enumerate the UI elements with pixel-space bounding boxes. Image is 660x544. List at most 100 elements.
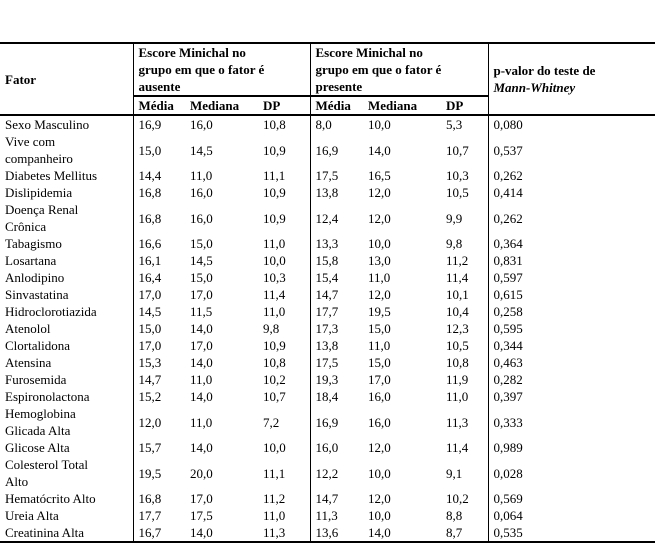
absent-sd-cell: 10,9	[263, 338, 286, 353]
table-row: Atensina 15,3 14,0 10,8 17,5 15,0 10,8 0,463	[0, 354, 655, 371]
p-value-cell: 0,262	[487, 167, 655, 184]
present-mean-cell: 11,3	[309, 507, 363, 524]
absent-sd-cell: 11,0	[263, 304, 286, 319]
absent-group-header: Escore Minichal no grupo em que o fator …	[132, 43, 310, 97]
factor-cell: Vive com companheiro	[5, 134, 73, 166]
table-row: Diabetes Mellitus 14,4 11,0 11,1 17,5 16,5 10,…	[0, 167, 655, 184]
present-median-cell: 17,0	[368, 372, 391, 387]
table-row: Sexo Masculino 16,9 16,0 10,8 8,0 10,0 5,3 0,08…	[0, 115, 655, 133]
table-row: Dislipidemia 16,8 16,0 10,9 13,8 12,0 10,5 0,41…	[0, 184, 655, 201]
absent-mean-cell: 15,7	[132, 439, 185, 456]
absent-sd-cell: 10,8	[263, 117, 286, 132]
p-value-cell: 0,344	[487, 337, 655, 354]
p-value-cell: 0,080	[487, 115, 655, 133]
p-value-column-header: p-valor do teste de Mann-Whitney	[487, 43, 655, 115]
absent-median-cell: 14,0	[190, 321, 213, 336]
factor-cell: Hidroclorotiazida	[5, 304, 97, 319]
factor-cell: Sinvastatina	[5, 287, 69, 302]
absent-sd-cell: 10,9	[263, 210, 286, 226]
present-median-cell: 11,0	[368, 270, 391, 285]
table-row: Hematócrito Alto 16,8 17,0 11,2 14,7 12,0 10,2…	[0, 490, 655, 507]
factor-cell: Doença Renal Crônica	[5, 202, 79, 234]
present-sd-cell: 8,8	[446, 508, 463, 523]
present-median-cell: 13,0	[368, 253, 391, 268]
absent-mean-cell: 16,6	[132, 235, 185, 252]
table-row: Vive com companheiro 15,0 14,5 10,9 16,9 14,0…	[0, 133, 655, 167]
present-median-cell: 14,0	[368, 525, 391, 540]
present-median-cell: 10,0	[368, 117, 391, 132]
p-value-cell: 0,569	[487, 490, 655, 507]
present-median-cell: 16,0	[368, 414, 391, 430]
present-median-cell: 10,0	[368, 508, 391, 523]
absent-median-cell: 14,0	[190, 525, 213, 540]
absent-median-cell: 16,0	[190, 210, 213, 226]
absent-mean-header: Média	[132, 96, 185, 115]
present-mean-cell: 17,7	[309, 303, 363, 320]
absent-mean-cell: 17,0	[132, 337, 185, 354]
present-median-cell: 16,5	[368, 168, 391, 183]
absent-median-cell: 11,0	[190, 372, 213, 387]
factor-cell: Clortalidona	[5, 338, 70, 353]
present-median-cell: 12,0	[368, 491, 391, 506]
present-sd-cell: 5,3	[446, 117, 463, 132]
factor-cell: Losartana	[5, 253, 57, 268]
table-row: Clortalidona 17,0 17,0 10,9 13,8 11,0 10,5 0,34…	[0, 337, 655, 354]
absent-mean-cell: 12,0	[132, 405, 185, 439]
absent-mean-cell: 16,7	[132, 524, 185, 542]
absent-sd-cell: 10,0	[263, 440, 286, 455]
present-mean-cell: 13,8	[309, 337, 363, 354]
present-mean-cell: 13,8	[309, 184, 363, 201]
absent-median-cell: 14,0	[190, 389, 213, 404]
present-sd-cell: 10,5	[446, 338, 469, 353]
absent-sd-cell: 10,9	[263, 185, 286, 200]
present-group-header: Escore Minichal no grupo em que o fator …	[309, 43, 488, 97]
present-sd-cell: 11,3	[446, 414, 469, 430]
absent-sd-cell: 9,8	[263, 321, 280, 336]
absent-median-cell: 15,0	[190, 270, 213, 285]
absent-sd-cell: 7,2	[263, 414, 280, 430]
present-median-cell: 14,0	[368, 142, 391, 158]
absent-median-cell: 11,0	[190, 168, 213, 183]
present-median-cell: 12,0	[368, 210, 391, 226]
present-sd-cell: 8,7	[446, 525, 463, 540]
absent-sd-cell: 10,7	[263, 389, 286, 404]
p-value-cell: 0,028	[487, 456, 655, 490]
factor-cell: Espironolactona	[5, 389, 90, 404]
absent-sd-cell: 10,9	[263, 142, 286, 158]
present-mean-cell: 16,0	[309, 439, 363, 456]
p-value-cell: 0,364	[487, 235, 655, 252]
factor-column-header: Fator	[5, 71, 37, 87]
p-value-cell: 0,282	[487, 371, 655, 388]
present-median-header: Mediana	[368, 98, 418, 113]
absent-median-cell: 17,0	[190, 338, 213, 353]
present-mean-header: Média	[309, 96, 363, 115]
factor-cell: Diabetes Mellitus	[5, 168, 98, 183]
factor-cell: Tabagismo	[5, 236, 62, 251]
absent-mean-cell: 14,5	[132, 303, 185, 320]
p-value-cell: 0,333	[487, 405, 655, 439]
absent-sd-cell: 11,0	[263, 236, 286, 251]
present-sd-cell: 10,7	[446, 142, 469, 158]
table-row: Tabagismo 16,6 15,0 11,0 13,3 10,0 9,8 0,364	[0, 235, 655, 252]
absent-mean-cell: 16,4	[132, 269, 185, 286]
absent-median-header: Mediana	[190, 98, 240, 113]
absent-mean-cell: 16,8	[132, 490, 185, 507]
table-row: Creatinina Alta 16,7 14,0 11,3 13,6 14,0 8,7 0,…	[0, 524, 655, 542]
p-value-cell: 0,258	[487, 303, 655, 320]
p-value-cell: 0,597	[487, 269, 655, 286]
p-value-cell: 0,595	[487, 320, 655, 337]
minichal-score-table: Fator Escore Minichal no grupo em que o …	[0, 42, 655, 543]
absent-median-cell: 17,0	[190, 287, 213, 302]
absent-sd-cell: 10,2	[263, 372, 286, 387]
present-sd-cell: 12,3	[446, 321, 469, 336]
absent-sd-cell: 11,1	[263, 168, 286, 183]
absent-mean-cell: 16,8	[132, 201, 185, 235]
present-sd-cell: 9,9	[446, 210, 463, 226]
present-mean-cell: 17,5	[309, 167, 363, 184]
present-sd-cell: 10,1	[446, 287, 469, 302]
present-sd-cell: 9,1	[446, 465, 463, 481]
absent-mean-cell: 17,0	[132, 286, 185, 303]
absent-mean-cell: 16,1	[132, 252, 185, 269]
absent-sd-cell: 11,2	[263, 491, 286, 506]
absent-mean-cell: 15,0	[132, 133, 185, 167]
